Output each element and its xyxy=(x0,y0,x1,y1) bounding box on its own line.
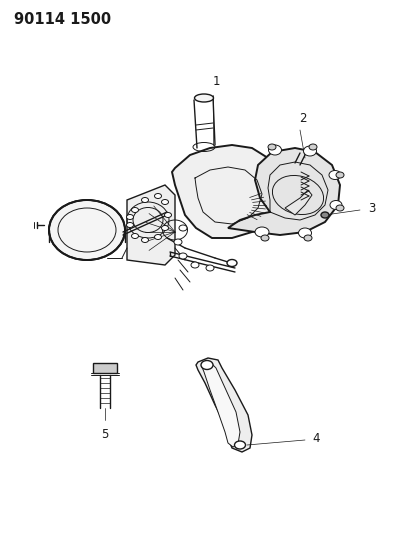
Text: 3: 3 xyxy=(368,201,375,214)
Ellipse shape xyxy=(174,239,182,245)
Ellipse shape xyxy=(164,213,172,217)
Ellipse shape xyxy=(162,225,168,230)
Ellipse shape xyxy=(142,238,148,243)
Ellipse shape xyxy=(206,265,214,271)
Ellipse shape xyxy=(255,227,269,237)
Ellipse shape xyxy=(304,146,316,156)
Ellipse shape xyxy=(154,235,162,239)
Ellipse shape xyxy=(321,212,329,218)
Ellipse shape xyxy=(304,235,312,241)
Polygon shape xyxy=(93,363,117,373)
Ellipse shape xyxy=(269,145,281,155)
Text: 5: 5 xyxy=(101,428,109,441)
Ellipse shape xyxy=(201,360,213,369)
Ellipse shape xyxy=(261,235,269,241)
Ellipse shape xyxy=(336,172,344,178)
Ellipse shape xyxy=(127,214,133,220)
Text: 2: 2 xyxy=(299,112,307,125)
Text: 90114 1500: 90114 1500 xyxy=(14,12,111,27)
Ellipse shape xyxy=(309,144,317,150)
Ellipse shape xyxy=(191,262,199,268)
Ellipse shape xyxy=(330,200,342,209)
Ellipse shape xyxy=(329,171,341,180)
Text: 1: 1 xyxy=(212,75,220,88)
Ellipse shape xyxy=(179,225,187,231)
Ellipse shape xyxy=(127,222,133,228)
Polygon shape xyxy=(202,364,240,447)
Ellipse shape xyxy=(142,198,148,203)
Ellipse shape xyxy=(162,199,168,205)
Ellipse shape xyxy=(227,260,237,266)
Ellipse shape xyxy=(131,207,139,213)
Ellipse shape xyxy=(298,228,312,238)
Ellipse shape xyxy=(49,200,125,260)
Polygon shape xyxy=(228,148,340,235)
Ellipse shape xyxy=(268,144,276,150)
Polygon shape xyxy=(172,145,282,238)
Ellipse shape xyxy=(179,253,187,259)
Polygon shape xyxy=(196,358,252,452)
Text: 4: 4 xyxy=(312,432,320,445)
Polygon shape xyxy=(285,190,312,215)
Ellipse shape xyxy=(336,205,344,211)
Ellipse shape xyxy=(234,441,246,449)
Ellipse shape xyxy=(131,233,139,238)
Ellipse shape xyxy=(154,193,162,198)
Ellipse shape xyxy=(195,94,213,102)
Polygon shape xyxy=(127,185,175,265)
